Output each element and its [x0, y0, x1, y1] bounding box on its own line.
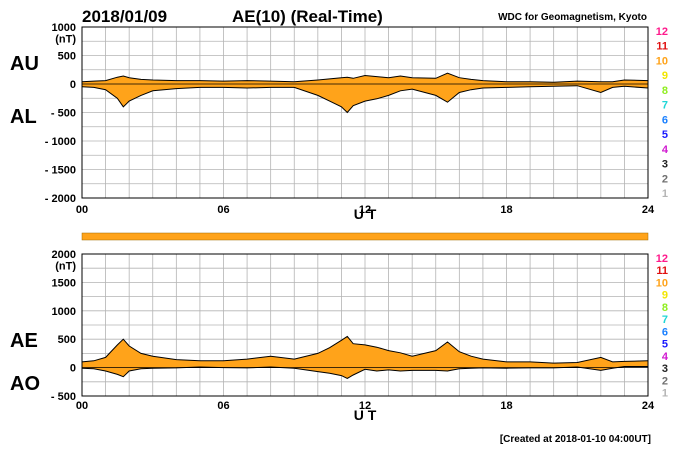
- panel-label-au: AU: [10, 53, 39, 75]
- y-tick-label: - 500: [51, 108, 76, 120]
- series-line-ae: [81, 335, 649, 364]
- y-tick-label: 2000: [52, 249, 76, 261]
- y-tick-label: 0: [70, 79, 76, 91]
- y-tick-label: 0: [70, 363, 76, 375]
- plot-frame: [81, 253, 649, 397]
- station-count-label: 7: [662, 100, 668, 112]
- y-tick-label: - 1000: [45, 136, 76, 148]
- station-count-label: 4: [662, 144, 669, 156]
- created-timestamp: [Created at 2018-01-10 04:00UT]: [500, 434, 651, 445]
- x-tick-label: 18: [500, 204, 512, 216]
- y-tick-label: - 2000: [45, 193, 76, 205]
- station-count-label: 1: [662, 388, 668, 400]
- panel-label-ae: AE: [10, 330, 38, 352]
- x-tick-label: 24: [642, 400, 655, 412]
- station-count-label: 3: [662, 159, 668, 171]
- series-line-al: [81, 85, 649, 114]
- x-tick-label: 12: [359, 204, 371, 216]
- station-count-label: 6: [662, 326, 668, 338]
- x-tick-label: 00: [76, 400, 88, 412]
- plot-frame: [81, 26, 649, 199]
- y-tick-label: - 500: [51, 391, 76, 403]
- station-count-label: 12: [656, 26, 668, 38]
- station-count-label: 10: [656, 277, 668, 289]
- station-count-label: 11: [656, 41, 668, 53]
- chart-title: AE(10) (Real-Time): [232, 7, 383, 26]
- x-axis-label: U T: [354, 206, 377, 222]
- y-tick-label: 500: [58, 334, 76, 346]
- y-tick-label: - 1500: [45, 165, 76, 177]
- ae-ao-panel: 2000 1500 1000 500 0 - 500 (nT) 00 06 12 18 24 U T AE…: [10, 249, 655, 423]
- station-count-label: 2: [662, 375, 668, 387]
- panel-label-al: AL: [10, 106, 37, 128]
- y-unit-label: (nT): [55, 260, 76, 272]
- y-tick-label: 500: [58, 51, 76, 63]
- source-label: WDC for Geomagnetism, Kyoto: [498, 12, 647, 23]
- station-count-label: 4: [662, 351, 669, 363]
- x-tick-label: 12: [359, 400, 371, 412]
- station-count-label: 8: [662, 302, 668, 314]
- station-count-label: 7: [662, 314, 668, 326]
- station-count-label: 3: [662, 363, 668, 375]
- au-al-panel: 1000 500 0 - 500 - 1000 - 1500 - 2000 (nT) 00 06 1…: [10, 22, 655, 222]
- station-count-label: 6: [662, 114, 668, 126]
- x-tick-label: 06: [217, 400, 229, 412]
- station-count-label: 1: [662, 188, 668, 200]
- coverage-bar: [81, 232, 649, 241]
- y-tick-label: 1500: [52, 277, 76, 289]
- station-count-label: 2: [662, 173, 668, 185]
- station-count-label: 5: [662, 339, 668, 351]
- y-tick-label: 1000: [52, 22, 76, 34]
- station-count-label: 10: [656, 55, 668, 67]
- series-area-fill: [82, 73, 648, 113]
- x-axis-label: U T: [354, 407, 377, 423]
- date-label: 2018/01/09: [82, 7, 167, 26]
- y-unit-label: (nT): [55, 34, 76, 46]
- x-tick-label: 24: [642, 204, 655, 216]
- station-count-label: 12: [656, 253, 668, 265]
- station-count-label: 5: [662, 129, 668, 141]
- series-line-au: [81, 72, 649, 83]
- x-tick-label: 18: [500, 400, 512, 412]
- x-tick-label: 06: [217, 204, 229, 216]
- x-tick-label: 00: [76, 204, 88, 216]
- station-count-label: 8: [662, 85, 668, 97]
- station-count-label: 11: [656, 265, 668, 277]
- station-count-label: 9: [662, 290, 668, 302]
- station-count-label: 9: [662, 70, 668, 82]
- y-tick-label: 1000: [52, 306, 76, 318]
- panel-label-ao: AO: [10, 373, 40, 395]
- station-count-legend-top: 12 11 10 9 8 7 6 5 4 3 2 1: [656, 26, 669, 200]
